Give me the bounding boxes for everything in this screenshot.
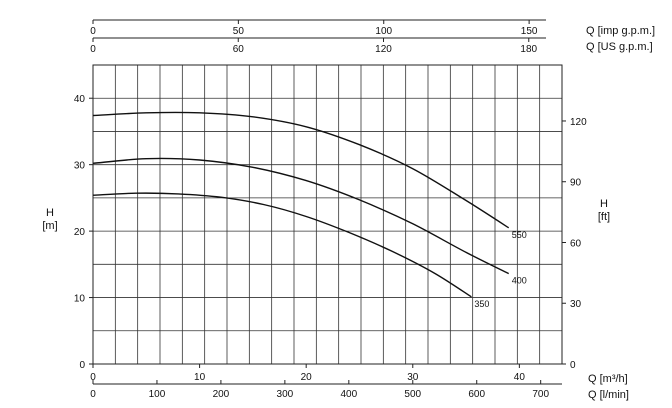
right-axis-label-unit: [ft] [598, 211, 610, 223]
right-axis-label-symbol: H [600, 198, 608, 210]
bottom-primary-tick-label: 0 [90, 372, 96, 383]
top-us-axis-label: Q [US g.p.m.] [586, 41, 653, 53]
bottom-secondary-tick-label: 200 [213, 389, 230, 400]
left-tick-label: 30 [74, 161, 86, 172]
series-line-350 [92, 192, 472, 298]
top-us-tick-label: 0 [90, 44, 96, 55]
plot-frame [92, 64, 563, 365]
top-us-tick-label: 120 [375, 44, 392, 55]
right-tick-label: 120 [570, 117, 587, 128]
curves: 550 400 350 [92, 111, 527, 309]
top-axes: 0 50 100 150 0 60 120 180 [90, 19, 547, 55]
top-imp-axis-label: Q [imp g.p.m.] [586, 25, 655, 37]
series-label-400: 400 [512, 276, 527, 286]
left-tick-label: 0 [79, 360, 85, 371]
top-us-tick-label: 60 [233, 44, 245, 55]
left-axis-label-unit: [m] [42, 220, 57, 232]
bottom-secondary-tick-label: 400 [340, 389, 357, 400]
right-tick-label: 90 [570, 178, 582, 189]
bottom-axes: 0 10 20 30 400 100 200 300 400 500 600 700 [90, 364, 562, 400]
bottom-primary-tick-label: 20 [301, 372, 313, 383]
bottom-secondary-axis-label: Q [l/min] [588, 389, 629, 401]
top-imp-tick-label: 100 [375, 26, 392, 37]
bottom-primary-tick-label: 10 [194, 372, 206, 383]
bottom-primary-tick-label: 30 [407, 372, 419, 383]
series-line-550 [92, 111, 510, 229]
top-us-tick-label: 180 [520, 44, 537, 55]
grid [93, 65, 562, 364]
bottom-primary-tick-label: 40 [514, 372, 526, 383]
left-tick-label: 40 [74, 94, 86, 105]
bottom-primary-axis-label: Q [m³/h] [588, 373, 628, 385]
bottom-secondary-tick-label: 300 [277, 389, 294, 400]
bottom-secondary-tick-label: 700 [532, 389, 549, 400]
bottom-secondary-tick-label: 100 [149, 389, 166, 400]
left-axis: 0 10 20 30 40 [74, 94, 93, 371]
left-tick-label: 20 [74, 227, 86, 238]
right-axis: 0 30 60 90 120 [562, 117, 587, 371]
bottom-secondary-tick-label: 600 [468, 389, 485, 400]
left-axis-label-symbol: H [46, 207, 54, 219]
series-label-350: 350 [474, 299, 489, 309]
series-label-550: 550 [512, 230, 527, 240]
top-imp-tick-label: 0 [90, 26, 96, 37]
bottom-secondary-tick-label: 0 [90, 389, 96, 400]
left-tick-label: 10 [74, 294, 86, 305]
right-tick-label: 30 [570, 299, 582, 310]
bottom-secondary-tick-label: 500 [404, 389, 421, 400]
top-imp-tick-label: 150 [521, 26, 538, 37]
series-line-400 [92, 157, 510, 275]
top-imp-tick-label: 50 [233, 26, 245, 37]
right-tick-label: 0 [570, 360, 576, 371]
right-tick-label: 60 [570, 238, 582, 249]
